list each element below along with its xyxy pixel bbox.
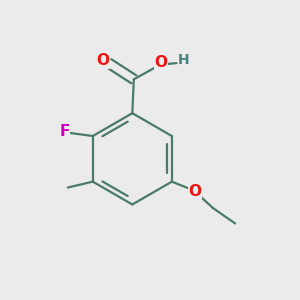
Text: H: H [178, 53, 190, 67]
Text: F: F [60, 124, 70, 140]
Text: O: O [96, 53, 110, 68]
Text: O: O [154, 55, 167, 70]
Text: O: O [188, 184, 201, 199]
